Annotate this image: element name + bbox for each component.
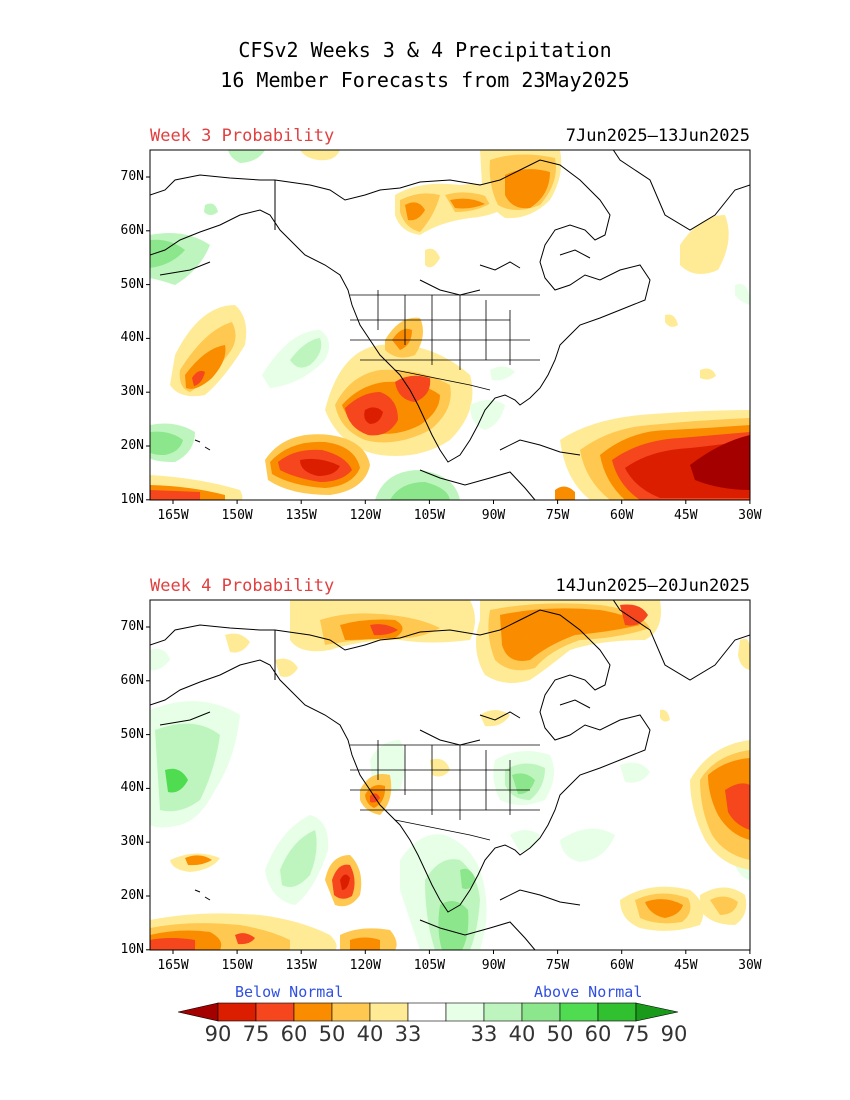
legend-value: 75 [242, 1022, 270, 1046]
lon-tick-label: 165W [157, 958, 189, 973]
lat-tick-label: 20N [120, 438, 144, 453]
legend-value: 33 [470, 1022, 498, 1046]
week3-label: Week 3 Probability [150, 126, 335, 146]
legend-swatch [217, 1002, 257, 1022]
legend-value: 60 [280, 1022, 308, 1046]
legend-swatch [521, 1002, 561, 1022]
legend-value: 50 [318, 1022, 346, 1046]
lon-tick-label: 165W [157, 508, 189, 523]
lon-tick-label: 120W [349, 958, 381, 973]
lat-tick-label: 60N [120, 222, 144, 238]
legend-swatch [559, 1002, 599, 1022]
lat-tick-label: 70N [120, 169, 144, 184]
lon-tick-label: 150W [221, 958, 253, 973]
lat-tick-label: 60N [120, 672, 144, 688]
lon-tick-label: 45W [674, 508, 698, 523]
lon-tick-label: 135W [285, 958, 317, 973]
lat-tick-label: 10N [120, 491, 144, 507]
legend-value: 90 [660, 1022, 688, 1046]
legend-arrow-left [177, 1002, 219, 1022]
legend-value: 50 [546, 1022, 574, 1046]
legend-value: 33 [394, 1022, 422, 1046]
week4-probability-fields [150, 600, 750, 950]
week3-dates: 7Jun2025—13Jun2025 [565, 126, 750, 146]
week3-map [149, 149, 751, 501]
legend-value: 90 [204, 1022, 232, 1046]
legend-value: 40 [356, 1022, 384, 1046]
week4-label: Week 4 Probability [150, 576, 335, 596]
lat-tick-label: 50N [120, 726, 144, 742]
legend-swatch [331, 1002, 371, 1022]
legend-colorbar [177, 1002, 679, 1022]
lon-tick-label: 60W [609, 508, 634, 523]
legend-swatch [445, 1002, 485, 1022]
lon-tick-label: 90W [481, 958, 506, 973]
above-normal-label: Above Normal [534, 983, 643, 1001]
legend-value: 60 [584, 1022, 612, 1046]
lat-tick-label: 20N [120, 888, 144, 903]
legend-swatch [483, 1002, 523, 1022]
legend-arrow-right [635, 1002, 679, 1022]
lon-tick-label: 105W [413, 508, 446, 523]
week3-coastlines [150, 150, 750, 500]
week3-state-borders [350, 290, 540, 391]
lat-tick-label: 70N [120, 619, 144, 634]
lat-tick-label: 40N [120, 330, 144, 346]
week4-state-borders [350, 740, 540, 841]
legend-swatch [293, 1002, 333, 1022]
below-normal-label: Below Normal [235, 983, 344, 1001]
week3-probability-fields [150, 150, 750, 500]
legend-swatch [369, 1002, 409, 1022]
lat-tick-label: 40N [120, 780, 144, 796]
legend-swatch [407, 1002, 447, 1022]
lon-tick-label: 150W [221, 508, 253, 523]
week4-coastlines [150, 600, 750, 950]
lon-tick-label: 30W [738, 508, 762, 523]
lon-tick-label: 30W [738, 958, 762, 973]
lon-tick-label: 90W [481, 508, 506, 523]
lat-tick-label: 10N [120, 941, 144, 957]
legend-value: 75 [622, 1022, 650, 1046]
title-line-2: 16 Member Forecasts from 23May2025 [220, 68, 630, 92]
lon-tick-label: 105W [413, 958, 446, 973]
axis-tickmarks [146, 176, 751, 954]
legend-value: 40 [508, 1022, 536, 1046]
week4-map [149, 599, 751, 951]
lat-tick-label: 30N [120, 384, 144, 400]
lon-tick-label: 75W [545, 508, 570, 523]
lon-tick-label: 75W [545, 958, 570, 973]
title-line-1: CFSv2 Weeks 3 & 4 Precipitation [238, 38, 612, 62]
legend-swatch [597, 1002, 637, 1022]
lat-tick-label: 50N [120, 276, 144, 292]
lon-tick-label: 45W [674, 958, 698, 973]
week4-dates: 14Jun2025—20Jun2025 [555, 576, 750, 596]
lon-tick-label: 60W [609, 958, 634, 973]
legend-swatch [255, 1002, 295, 1022]
lon-tick-label: 120W [349, 508, 381, 523]
lon-tick-label: 135W [285, 508, 317, 523]
lat-tick-label: 30N [120, 834, 144, 850]
